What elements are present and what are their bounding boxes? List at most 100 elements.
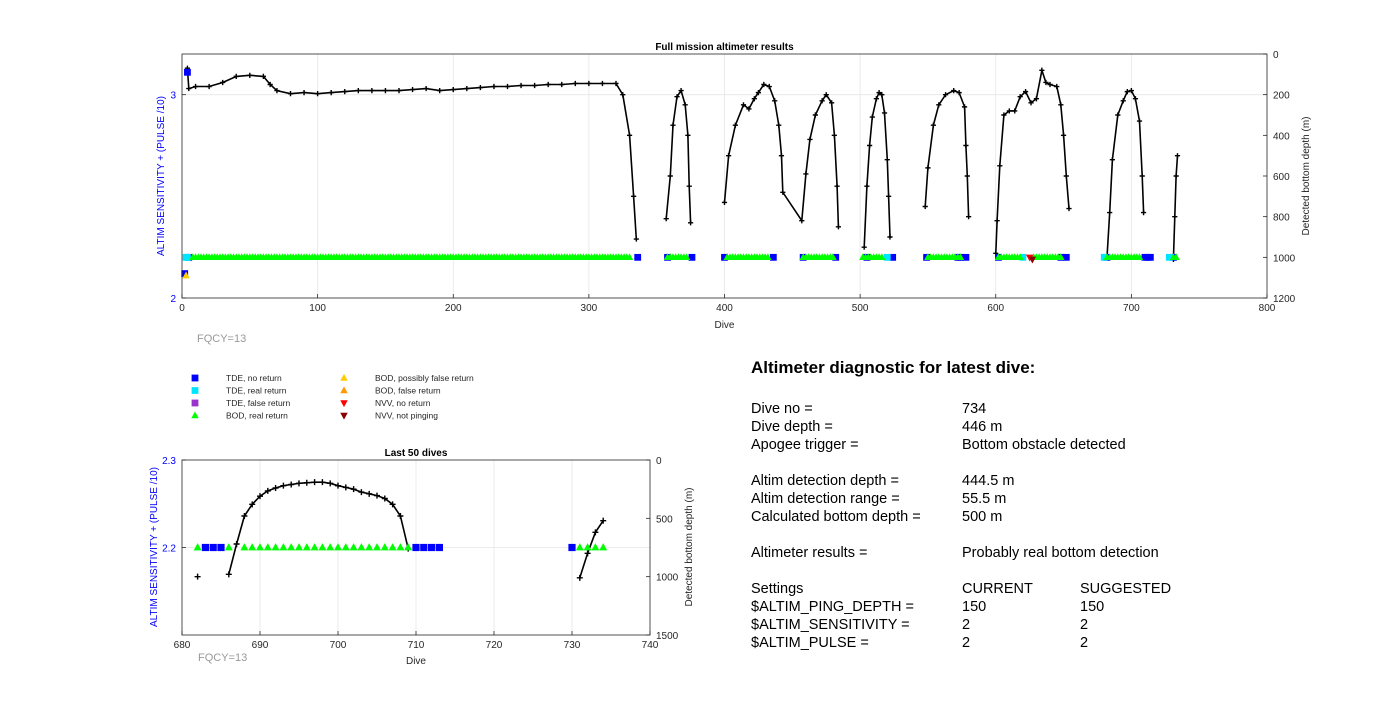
bottom-depth-point: [274, 88, 280, 94]
legend-label: NVV, not pinging: [375, 411, 438, 421]
bottom-depth-point: [272, 485, 279, 491]
y-left-tick-label: 3: [170, 91, 176, 102]
bod-real-return-marker: [388, 543, 397, 551]
sensitivity-suggested: 2: [1080, 617, 1089, 633]
pulse-current: 2: [962, 635, 971, 651]
dive-depth-label: Dive depth =: [751, 419, 833, 435]
tde-no-return-marker: [1062, 253, 1070, 261]
main-chart: 0 100 200 300 400 500 600 700 800 2 3 0 200 400 600 800…: [156, 42, 1312, 345]
bottom-depth-point: [572, 80, 578, 87]
bottom-depth-point: [687, 220, 694, 226]
last-x-axis-label: Dive: [406, 656, 426, 667]
bottom-depth-point: [686, 183, 692, 189]
bottom-depth-point: [997, 163, 1003, 169]
bottom-depth-point: [260, 73, 266, 79]
bottom-depth-point: [780, 189, 786, 195]
bod-real-return-marker: [878, 253, 886, 261]
bottom-depth-point: [247, 72, 253, 78]
bottom-depth-point: [532, 82, 538, 89]
bottom-depth-point: [732, 122, 738, 128]
bod-real-return-marker: [357, 543, 366, 551]
tde-no-return-marker: [962, 253, 970, 261]
tde-no-return-marker: [420, 543, 428, 552]
main-ticks: 0 100 200 300 400 500 600 700 800 2 3 0 200 400 600 800…: [170, 50, 1295, 314]
bottom-depth-point: [613, 80, 619, 87]
bottom-depth-point: [319, 479, 326, 486]
bottom-depth-point: [315, 91, 321, 97]
nvv-not-pinging-marker: [1028, 256, 1037, 264]
legend: TDE, no return TDE, real return TDE, false…: [191, 373, 474, 421]
bottom-depth-point: [682, 102, 688, 108]
bottom-depth-point: [879, 92, 885, 98]
legend-marker-bod-false-return: [340, 386, 348, 394]
bottom-depth-point: [633, 236, 639, 242]
x-tick-label: 690: [252, 640, 269, 651]
bod-real-return-marker: [334, 543, 342, 551]
ping-depth-row: $ALTIM_PING_DEPTH = 150 150: [751, 598, 1311, 616]
legend-label: BOD, false return: [375, 386, 441, 396]
bottom-depth-point: [545, 81, 551, 88]
bottom-depth-point: [396, 88, 402, 94]
settings-label: Settings: [751, 581, 804, 597]
bottom-depth-label: Calculated bottom depth =: [751, 509, 921, 525]
detection-range-row: Altim detection range = 55.5 m: [751, 490, 1311, 508]
last-y-right-axis-label: Detected bottom depth (m): [684, 488, 695, 607]
legend-marker-tde-false-return: [191, 399, 199, 407]
bod-real-return-marker: [599, 543, 608, 551]
dive-depth-value: 446 m: [962, 419, 1003, 435]
x-tick-label: 700: [330, 640, 347, 651]
legend-marker-bod-possibly-false-return: [340, 373, 348, 381]
y-right-tick-label: 1200: [1273, 294, 1296, 305]
bottom-depth-point: [1136, 118, 1143, 124]
bottom-depth-point: [678, 88, 684, 94]
bottom-depth-point: [823, 92, 829, 98]
bottom-depth-point: [721, 199, 728, 206]
ping-depth-suggested: 150: [1080, 599, 1105, 615]
bottom-depth-point: [355, 88, 361, 94]
y-right-tick-label: 1000: [1273, 253, 1296, 264]
y-right-tick-label: 1500: [656, 631, 679, 642]
bottom-depth-point: [225, 571, 232, 578]
bottom-depth-point: [951, 88, 957, 94]
y-right-tick-label: 600: [1273, 172, 1290, 183]
bottom-depth-point: [831, 132, 837, 138]
apogee-trigger-value: Bottom obstacle detected: [962, 437, 1126, 453]
x-tick-label: 730: [564, 640, 581, 651]
bottom-depth-point: [518, 82, 524, 89]
bottom-depth-point: [342, 89, 348, 95]
bottom-depth-point: [1039, 67, 1045, 73]
bottom-depth-point: [1012, 108, 1018, 114]
bottom-depth-point: [288, 481, 295, 488]
bottom-depth-point: [423, 85, 429, 92]
suggested-header: SUGGESTED: [1080, 581, 1172, 597]
bottom-depth-point: [1033, 96, 1040, 102]
bottom-depth-point: [620, 92, 626, 98]
pulse-row: $ALTIM_PULSE = 2 2: [751, 634, 1311, 652]
bottom-depth-point: [335, 482, 341, 489]
sensitivity-current: 2: [962, 617, 971, 633]
detection-range-label: Altim detection range =: [751, 491, 900, 507]
bottom-depth-point: [772, 98, 778, 104]
main-x-axis-label: Dive: [714, 320, 734, 331]
altimeter-results-value: Probably real bottom detection: [962, 545, 1159, 561]
bottom-depth-point: [725, 153, 732, 159]
bottom-depth-point: [755, 90, 762, 96]
bottom-depth-point: [881, 110, 888, 116]
bottom-depth-point: [389, 501, 396, 508]
bottom-depth-point: [381, 495, 388, 502]
detection-depth-value: 444.5 m: [962, 473, 1015, 489]
y-right-tick-label: 200: [1273, 91, 1290, 102]
bottom-depth-point: [834, 183, 840, 189]
bottom-depth-point: [751, 96, 757, 102]
x-tick-label: 500: [852, 303, 869, 314]
detection-depth-label: Altim detection depth =: [751, 473, 899, 489]
x-tick-label: 600: [987, 303, 1004, 314]
dive-depth-row: Dive depth = 446 m: [751, 418, 1311, 436]
bottom-depth-point: [1054, 83, 1060, 90]
bottom-depth-point: [374, 492, 380, 499]
bottom-depth-point: [358, 489, 365, 496]
bottom-depth-point: [491, 83, 497, 90]
x-tick-label: 720: [486, 640, 503, 651]
bod-real-return-marker: [279, 543, 288, 551]
detection-range-value: 55.5 m: [962, 491, 1007, 507]
